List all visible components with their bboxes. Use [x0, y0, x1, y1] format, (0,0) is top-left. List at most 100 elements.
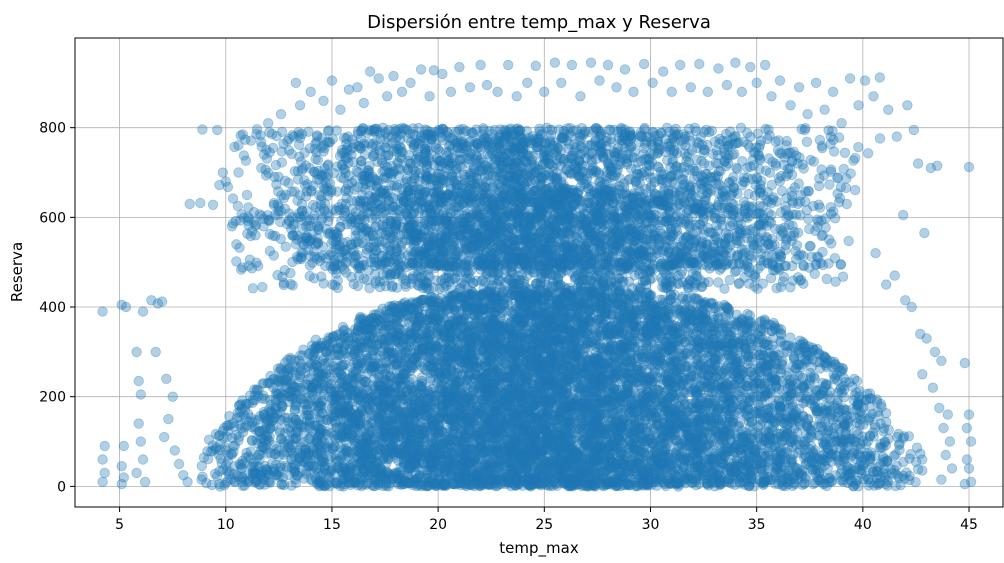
scatter-point — [607, 340, 618, 351]
scatter-point — [800, 459, 811, 470]
scatter-point — [502, 377, 514, 388]
scatter-point — [697, 309, 709, 321]
scatter-point — [828, 369, 839, 380]
scatter-point — [385, 396, 397, 408]
scatter-point — [478, 304, 489, 315]
scatter-point — [583, 383, 594, 395]
scatter-point — [695, 299, 706, 310]
scatter-point — [590, 414, 601, 425]
scatter-point — [399, 433, 410, 445]
scatter-point — [403, 327, 414, 338]
scatter-point — [376, 477, 387, 489]
scatter-point — [623, 381, 634, 393]
scatter-point — [684, 311, 695, 322]
scatter-point — [525, 309, 537, 321]
scatter-point — [245, 412, 256, 423]
scatter-point — [380, 479, 391, 490]
scatter-point — [587, 423, 599, 434]
scatter-point — [465, 424, 477, 436]
scatter-point — [207, 445, 219, 456]
scatter-point — [800, 347, 811, 358]
scatter-point — [650, 412, 662, 424]
scatter-point — [232, 471, 244, 483]
scatter-point — [301, 453, 312, 465]
scatter-point — [605, 453, 616, 464]
scatter-point — [421, 402, 432, 414]
scatter-point — [790, 439, 801, 450]
scatter-point — [470, 406, 481, 417]
scatter-point — [608, 350, 619, 362]
scatter-point — [854, 385, 865, 397]
scatter-point — [522, 328, 534, 339]
scatter-point — [571, 349, 582, 360]
scatter-point — [368, 459, 379, 470]
scatter-point — [609, 367, 621, 378]
scatter-point — [523, 474, 535, 485]
scatter-point — [298, 437, 309, 448]
scatter-point — [659, 418, 670, 429]
scatter-point — [765, 413, 776, 425]
scatter-point — [508, 449, 520, 460]
scatter-point — [360, 466, 371, 477]
scatter-point — [508, 388, 520, 399]
scatter-point — [347, 332, 358, 343]
scatter-point — [523, 308, 535, 319]
scatter-point — [594, 302, 606, 314]
scatter-point — [560, 354, 571, 366]
scatter-point — [487, 318, 498, 330]
scatter-point — [679, 398, 691, 410]
scatter-point — [433, 427, 444, 438]
scatter-point — [567, 474, 579, 486]
scatter-point — [777, 385, 788, 397]
scatter-point — [798, 345, 809, 356]
scatter-point — [341, 425, 352, 437]
scatter-point — [492, 463, 503, 474]
scatter-point — [575, 285, 586, 297]
scatter-point — [526, 284, 538, 295]
scatter-point — [855, 451, 866, 463]
scatter-point — [625, 389, 636, 400]
scatter-point — [475, 480, 486, 492]
scatter-point — [516, 397, 527, 408]
scatter-point — [588, 419, 600, 430]
scatter-point — [569, 364, 581, 376]
scatter-point — [722, 443, 733, 455]
scatter-point — [452, 354, 464, 366]
scatter-point — [536, 360, 548, 371]
scatter-point — [576, 421, 587, 432]
scatter-point — [810, 385, 822, 397]
scatter-point — [553, 324, 565, 335]
scatter-point — [622, 368, 633, 380]
scatter-point — [565, 477, 577, 489]
scatter-point — [549, 368, 560, 380]
scatter-point — [361, 368, 373, 379]
scatter-point — [353, 316, 364, 327]
scatter-point — [394, 323, 406, 335]
scatter-point — [550, 382, 561, 394]
scatter-point — [538, 469, 550, 481]
scatter-point — [560, 474, 571, 486]
scatter-point — [609, 460, 620, 472]
scatter-point — [740, 343, 751, 354]
scatter-point — [615, 420, 627, 431]
scatter-point — [664, 375, 675, 386]
scatter-point — [286, 378, 297, 389]
scatter-point — [307, 400, 319, 411]
scatter-point — [561, 414, 573, 425]
scatter-points — [97, 57, 977, 492]
scatter-point — [520, 447, 531, 459]
scatter-point — [492, 474, 503, 486]
scatter-point — [716, 435, 727, 446]
scatter-point — [874, 442, 885, 453]
scatter-point — [521, 465, 533, 477]
scatter-point — [589, 418, 600, 429]
scatter-point — [437, 400, 449, 411]
scatter-point — [376, 464, 387, 475]
scatter-point — [712, 469, 724, 480]
scatter-point — [422, 467, 433, 478]
scatter-point — [562, 429, 573, 441]
scatter-point — [534, 464, 545, 475]
scatter-point — [676, 351, 687, 363]
